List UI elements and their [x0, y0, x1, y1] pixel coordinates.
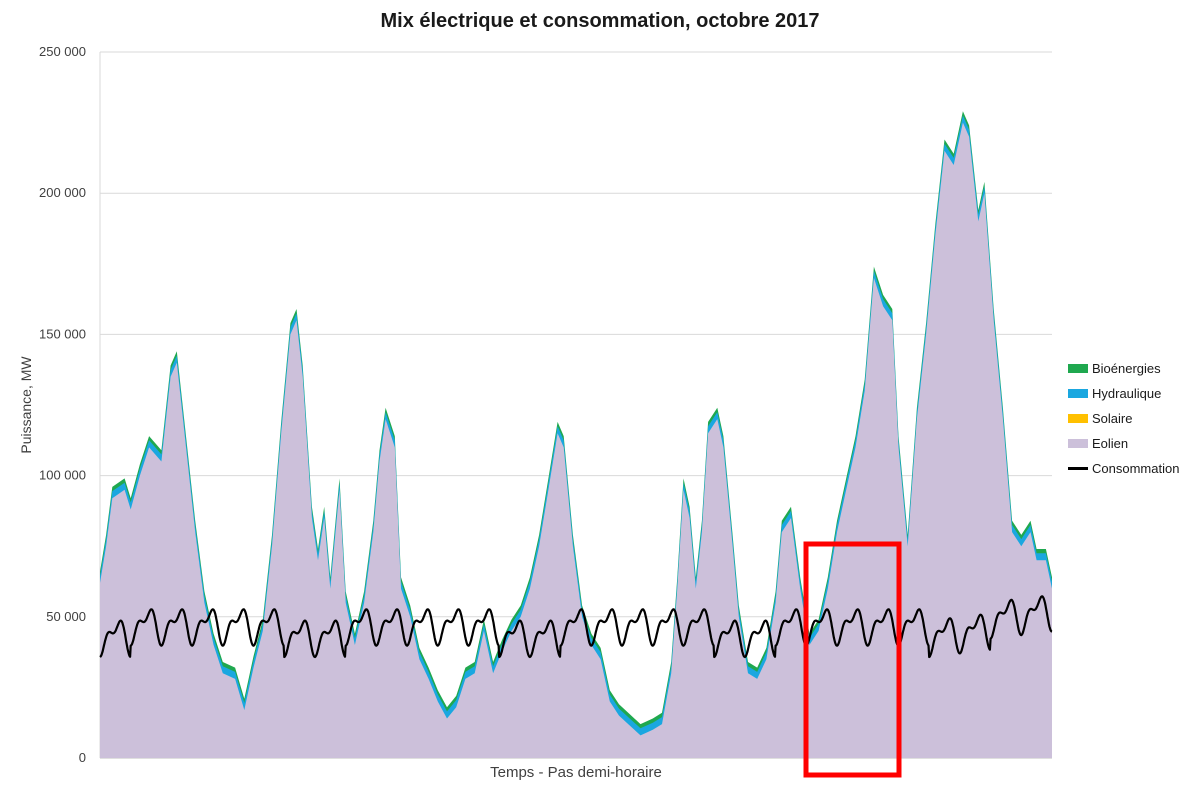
legend-item-solaire: Solaire	[1068, 406, 1179, 431]
legend-swatch-eolien	[1068, 439, 1088, 448]
legend-item-consommation: Consommation	[1068, 456, 1179, 481]
legend-item-bioenergies: Bioénergies	[1068, 356, 1179, 381]
consumption-line-group	[99, 595, 1053, 659]
y-tick-label-100000: 100 000	[39, 468, 86, 483]
legend-item-eolien: Eolien	[1068, 431, 1179, 456]
legend-label-eolien: Eolien	[1092, 436, 1129, 451]
y-tick-label-250000: 250 000	[39, 44, 86, 59]
legend-swatch-solaire	[1068, 414, 1088, 423]
y-tick-label-50000: 50 000	[46, 609, 86, 624]
stacked-areas	[100, 111, 1052, 759]
y-tick-label-0: 0	[79, 750, 86, 765]
legend-label-solaire: Solaire	[1092, 411, 1133, 426]
y-tick-label-150000: 150 000	[39, 326, 86, 341]
area-eolien	[100, 122, 1052, 759]
legend-swatch-hydraulique	[1068, 389, 1088, 398]
chart-title: Mix électrique et consommation, octobre …	[380, 10, 820, 32]
legend-label-hydraulique: Hydraulique	[1092, 386, 1162, 401]
legend-swatch-bioenergies	[1068, 364, 1088, 373]
legend: Bioénergies Hydraulique Solaire Eolien C…	[1068, 356, 1179, 481]
line-consommation	[99, 595, 1053, 659]
y-tick-labels: 0 50 000 100 000 150 000 200 000 250 000	[39, 44, 86, 765]
legend-item-hydraulique: Hydraulique	[1068, 381, 1179, 406]
legend-label-consommation: Consommation	[1092, 461, 1180, 476]
y-tick-label-200000: 200 000	[39, 185, 86, 200]
legend-label-bioenergies: Bioénergies	[1092, 361, 1161, 376]
x-axis-label: Temps - Pas demi-horaire	[490, 764, 662, 781]
highlight-box	[803, 541, 902, 778]
legend-line-consommation	[1068, 467, 1088, 470]
